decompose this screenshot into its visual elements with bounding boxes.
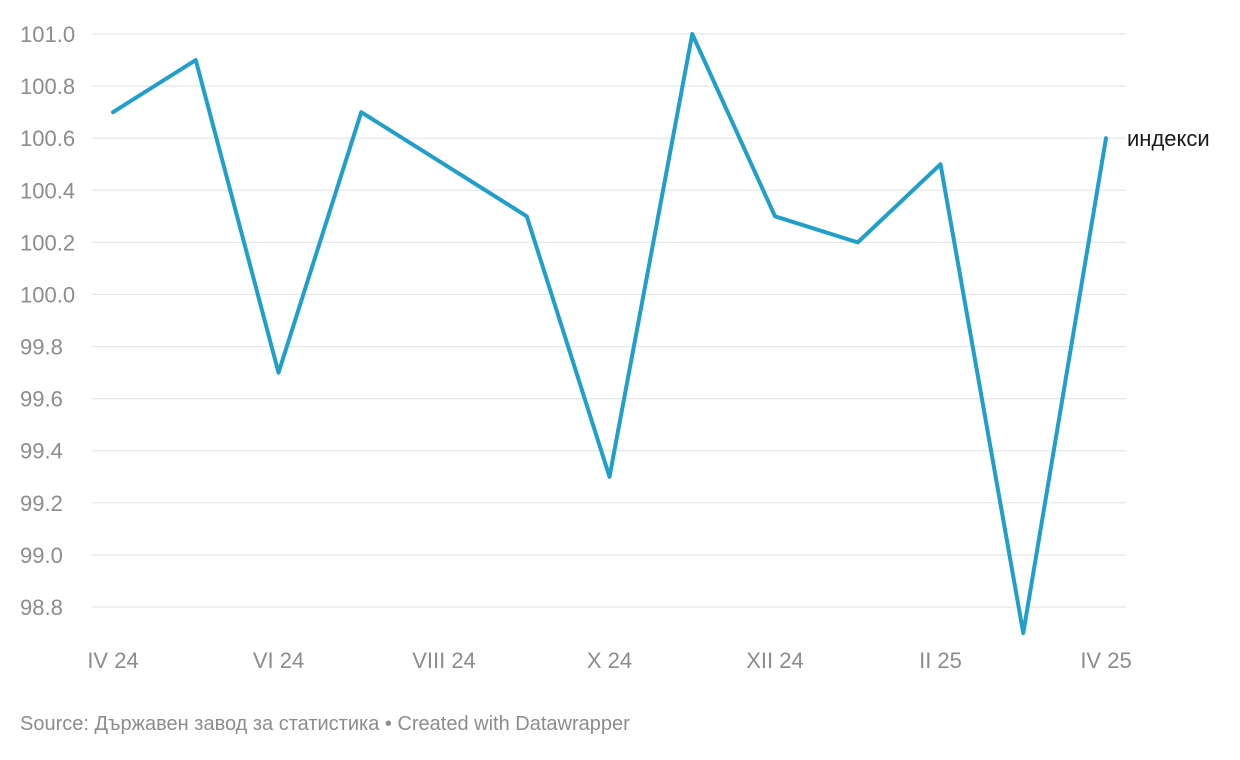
y-tick-label: 99.6 bbox=[20, 387, 63, 412]
x-tick-label: II 25 bbox=[919, 648, 962, 673]
y-tick-label: 100.6 bbox=[20, 126, 75, 151]
x-tick-label: X 24 bbox=[587, 648, 632, 673]
series-line bbox=[111, 32, 1108, 636]
series-layer: индекси bbox=[110, 31, 1210, 636]
y-tick-label: 100.2 bbox=[20, 230, 75, 255]
x-tick-label: XII 24 bbox=[746, 648, 803, 673]
x-tick-label: VIII 24 bbox=[412, 648, 476, 673]
data-point bbox=[276, 370, 282, 376]
x-axis-ticks: IV 24 VI 24 VIII 24 X 24 XII 24 II 25 IV 25 bbox=[87, 648, 1131, 673]
y-tick-label: 98.8 bbox=[20, 595, 63, 620]
x-tick-label: IV 24 bbox=[87, 648, 138, 673]
gridlines bbox=[92, 33, 1126, 608]
y-tick-label: 100.0 bbox=[20, 282, 75, 307]
series-label: индекси bbox=[1127, 126, 1210, 151]
source-footer: Source: Държавен завод за статистика • C… bbox=[20, 713, 630, 735]
y-tick-label: 100.4 bbox=[20, 178, 75, 203]
x-tick-label: IV 25 bbox=[1080, 648, 1131, 673]
data-point bbox=[855, 239, 861, 245]
data-point bbox=[938, 161, 944, 167]
y-tick-label: 99.8 bbox=[20, 335, 63, 360]
data-point bbox=[441, 161, 447, 167]
data-point bbox=[772, 213, 778, 219]
data-point bbox=[689, 31, 695, 37]
data-point bbox=[1020, 630, 1026, 636]
data-point bbox=[1103, 135, 1109, 141]
data-point bbox=[110, 109, 116, 115]
y-axis-ticks: 98.8 99.0 99.2 99.4 99.6 99.8 100.0 100.2 100.4 1… bbox=[20, 22, 75, 620]
y-tick-label: 99.4 bbox=[20, 439, 63, 464]
data-point bbox=[193, 57, 199, 63]
y-tick-label: 99.0 bbox=[20, 543, 63, 568]
data-point bbox=[607, 474, 613, 480]
y-tick-label: 99.2 bbox=[20, 491, 63, 516]
data-point bbox=[358, 109, 364, 115]
x-tick-label: VI 24 bbox=[253, 648, 304, 673]
data-point bbox=[524, 213, 530, 219]
y-tick-label: 100.8 bbox=[20, 74, 75, 99]
y-tick-label: 101.0 bbox=[20, 22, 75, 47]
